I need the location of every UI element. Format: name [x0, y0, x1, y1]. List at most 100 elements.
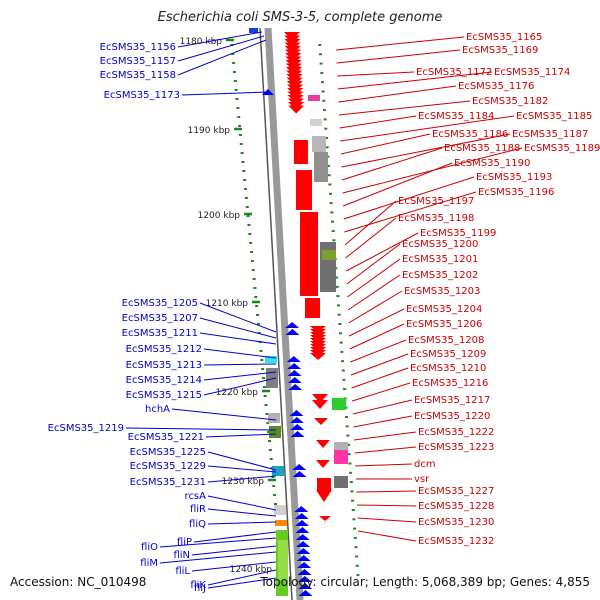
right-gene-label: EcSMS35_1188 — [444, 143, 520, 154]
right-gene-label: EcSMS35_1208 — [408, 335, 484, 346]
feature-magenta — [334, 450, 348, 464]
ruler-dot-right — [321, 90, 325, 93]
topology-text: Topology: circular; Length: 5,068,389 bp… — [260, 575, 590, 589]
ruler-dot — [272, 485, 276, 487]
backbone-line — [264, 27, 304, 600]
ruler-dot-right — [348, 462, 352, 465]
ruler-dot-right — [351, 499, 355, 502]
right-leader-line — [337, 71, 415, 77]
ruler-dot — [260, 359, 264, 361]
left-gene-label: EcSMS35_1231 — [130, 477, 206, 488]
ruler-dot-right — [330, 211, 334, 214]
ruler-dot-right — [335, 276, 339, 279]
ruler-dot — [250, 260, 254, 262]
gene-arrow-red — [316, 490, 332, 502]
right-leader-line — [348, 290, 403, 324]
right-leader-line — [340, 133, 431, 155]
ruler-dot — [268, 440, 271, 442]
gene-block-red — [300, 212, 318, 296]
ruler-dot-right — [341, 360, 345, 363]
ruler-dot — [232, 62, 236, 64]
ruler-dot-right — [327, 174, 331, 177]
gene-block-red — [294, 140, 308, 164]
ruler-dot — [267, 431, 271, 433]
ruler-dot — [259, 350, 263, 352]
ruler-dot — [234, 89, 238, 91]
right-gene-label: EcSMS35_1206 — [406, 319, 482, 330]
ruler-label: 1190 kbp — [188, 126, 231, 136]
right-gene-label: EcSMS35_1222 — [418, 427, 494, 438]
left-leader-line — [177, 35, 265, 62]
left-gene-label: hchA — [145, 404, 170, 415]
ruler-dot — [244, 197, 248, 199]
feature-cyan — [265, 356, 277, 363]
map-title: Escherichia coli SMS-3-5, complete genom… — [157, 10, 443, 25]
gene-arrow-blue — [298, 583, 313, 589]
gene-block-red — [317, 478, 331, 490]
right-gene-label: EcSMS35_1184 — [418, 111, 494, 122]
right-gene-label: EcSMS35_1200 — [402, 239, 478, 250]
ruler-dot-right — [354, 546, 358, 549]
ruler-dot-right — [319, 62, 323, 65]
right-leader-line — [349, 323, 405, 350]
right-leader-line — [343, 162, 453, 207]
left-leader-line — [199, 302, 277, 333]
left-gene-label: EcSMS35_1213 — [126, 360, 202, 371]
gene-arrow-blue — [286, 356, 301, 362]
gene-arrow-blue — [287, 377, 302, 383]
right-leader-line — [335, 36, 465, 51]
right-gene-label: EcSMS35_1210 — [410, 363, 486, 374]
left-gene-label: fliN — [173, 550, 190, 561]
gene-arrow-blue — [298, 590, 313, 596]
feature-grey — [268, 413, 280, 423]
ruler-dot — [246, 215, 250, 217]
ruler-dot-right — [329, 192, 333, 195]
ruler-dot — [252, 278, 256, 280]
gene-arrow-blue — [287, 370, 302, 376]
ruler-dot-right — [346, 434, 350, 437]
right-leader-line — [355, 463, 413, 467]
right-gene-label: EcSMS35_1174 — [494, 67, 570, 78]
ruler-dot-right — [320, 71, 324, 74]
right-leader-line — [340, 115, 515, 142]
right-leader-line — [352, 382, 411, 402]
right-gene-label: EcSMS35_1230 — [418, 517, 494, 528]
left-leader-line — [193, 531, 277, 543]
right-gene-label: EcSMS35_1169 — [462, 45, 538, 56]
left-leader-line — [191, 545, 277, 556]
right-leader-line — [348, 308, 405, 337]
left-gene-label: fliP — [177, 537, 192, 548]
gene-arrow-blue — [297, 576, 312, 582]
ruler-dot-right — [325, 146, 329, 149]
feature-orange — [275, 520, 287, 526]
gene-arrow-blue — [296, 541, 311, 547]
left-gene-label: EcSMS35_1219 — [48, 423, 124, 434]
left-leader-line — [203, 363, 277, 366]
feature-green — [322, 250, 336, 260]
ruler-dot-right — [341, 369, 345, 372]
ruler-dot — [233, 80, 237, 82]
ruler-dot — [253, 287, 257, 289]
ruler-dot — [248, 233, 252, 235]
right-gene-label: EcSMS35_1201 — [402, 254, 478, 265]
left-leader-line — [203, 371, 277, 381]
ruler-dot-right — [339, 341, 343, 344]
right-gene-label: EcSMS35_1199 — [420, 228, 496, 239]
ruler-dot-right — [355, 555, 359, 558]
ruler-dot — [250, 251, 254, 253]
left-leader-line — [207, 475, 277, 483]
ruler-dot-right — [347, 443, 351, 446]
right-gene-label: EcSMS35_1198 — [398, 213, 474, 224]
left-gene-label: EcSMS35_1157 — [100, 56, 176, 67]
ruler-dot-right — [336, 295, 340, 298]
ruler-dot — [266, 422, 270, 424]
left-gene-label: EcSMS35_1173 — [104, 90, 180, 101]
right-leader-line — [345, 232, 419, 272]
accession-text: Accession: NC_010498 — [10, 575, 147, 589]
ruler-dot-right — [353, 536, 357, 539]
gene-arrow-blue — [285, 322, 300, 328]
ruler-dot-right — [340, 350, 344, 353]
ruler-dot-right — [322, 109, 326, 112]
ruler-dot — [240, 152, 244, 154]
